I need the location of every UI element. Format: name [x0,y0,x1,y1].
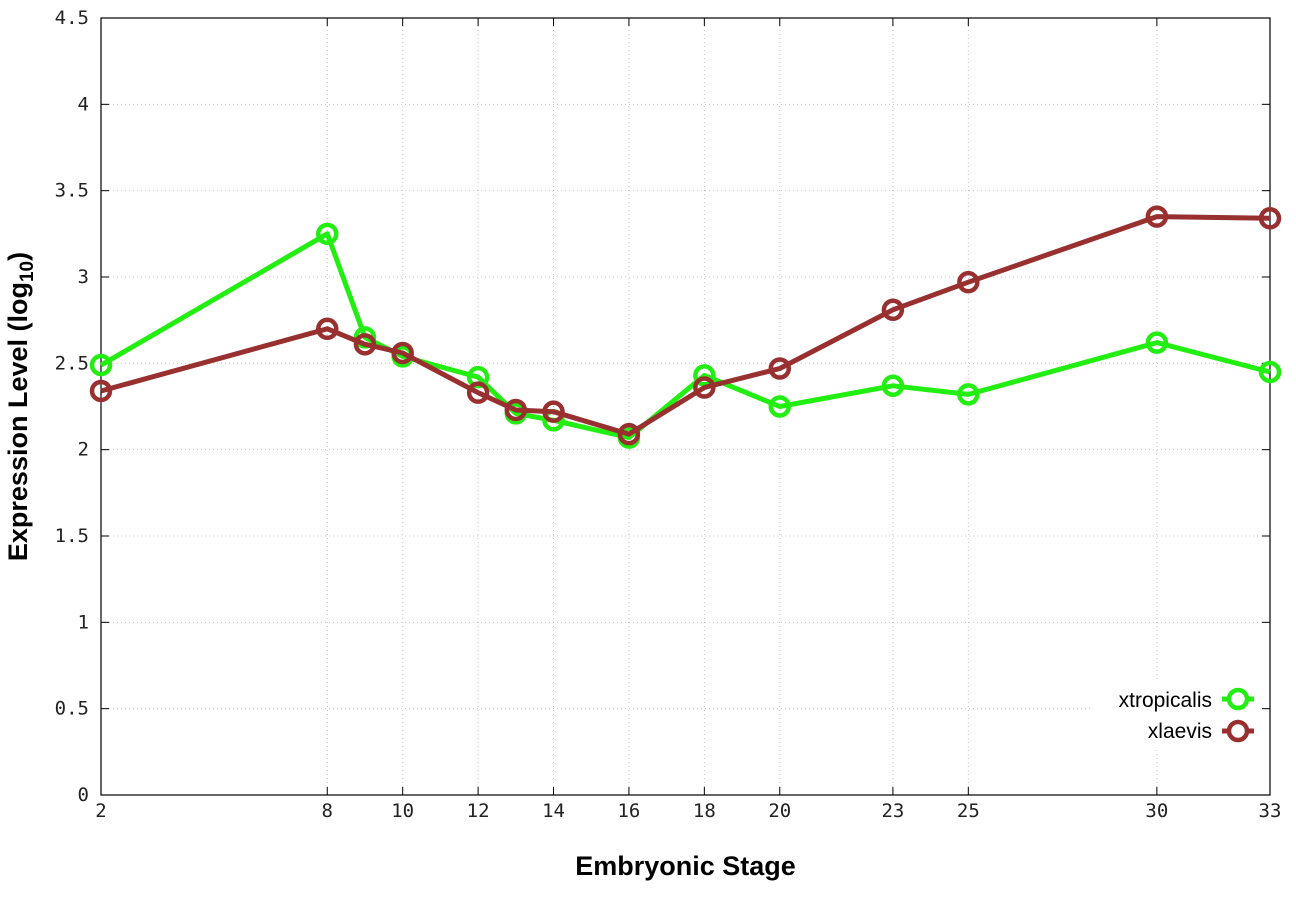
data-point-xtropicalis [316,222,339,246]
x-tick-label: 18 [693,800,716,822]
x-tick-label: 33 [1259,800,1282,822]
y-axis-title-subscript: 10 [17,261,38,282]
y-tick-label: 4 [78,93,89,115]
data-point-xlaevis [768,357,792,380]
series-xlaevis [89,205,1282,446]
axis-ticks: 0 0.5 1 1.5 2 2.5 3 3.5 4 4.5 2 8 10 12 14 16 18 20 23 25 30… [55,7,1282,822]
plot-frame [100,17,1271,796]
data-point-xlaevis [391,341,414,365]
data-point-xlaevis [504,398,528,422]
y-tick-label: 1 [78,611,89,633]
legend: xtropicalis xlaevis [1090,680,1262,748]
x-tick-label: 23 [881,800,904,822]
series-layer [89,205,1282,449]
x-tick-label: 14 [542,800,565,822]
x-tick-label: 30 [1145,800,1168,822]
data-point-xlaevis [693,376,716,399]
data-point-xlaevis [957,270,980,294]
y-tick-label: 0.5 [55,698,89,720]
y-axis-title-close: ) [3,252,33,261]
series-xtropicalis [89,222,1282,449]
data-point-xlaevis [89,379,113,403]
y-tick-label: 4.5 [55,7,89,29]
y-tick-label: 1.5 [55,525,89,547]
data-point-xlaevis [542,400,565,423]
grid [101,18,1270,795]
data-point-xlaevis [466,381,490,404]
x-tick-label: 2 [95,800,106,822]
y-tick-label: 3 [78,266,89,288]
data-point-xtropicalis [1145,331,1169,354]
data-point-xlaevis [316,317,339,341]
x-tick-label: 20 [768,800,791,822]
data-point-xlaevis [881,298,905,322]
y-tick-label: 0 [78,784,89,806]
data-point-xlaevis [1145,205,1169,228]
data-point-xlaevis [1258,207,1282,230]
x-tick-label: 12 [467,800,490,822]
legend-label-xlaevis: xlaevis [1148,720,1212,743]
legend-label-xtropicalis: xtropicalis [1119,689,1212,712]
series-line-xtropicalis [99,231,1271,441]
y-axis-title-main: Expression Level (log [3,282,33,561]
data-point-xtropicalis [768,395,792,418]
series-line-xlaevis [100,214,1271,437]
legend-swatch-marker-xlaevis [1226,719,1250,743]
x-tick-label: 25 [957,800,980,822]
y-axis-title: Expression Level (log10) [3,252,38,561]
data-point-xtropicalis [1258,360,1282,384]
data-point-xlaevis [353,333,377,356]
y-tick-label: 2.5 [55,352,89,374]
data-point-xlaevis [617,422,641,446]
y-tick-label: 3.5 [55,180,89,202]
x-tick-label: 16 [617,800,640,822]
data-point-xtropicalis [89,353,113,377]
y-tick-label: 2 [78,439,89,461]
data-point-xtropicalis [466,365,490,389]
data-point-xtropicalis [881,374,905,398]
data-point-xtropicalis [957,383,980,406]
data-point-xtropicalis [693,364,716,387]
x-tick-label: 10 [391,800,414,822]
legend-swatch-marker-xtropicalis [1226,687,1250,711]
x-axis-title: Embryonic Stage [575,851,796,881]
x-tick-label: 8 [322,800,333,822]
